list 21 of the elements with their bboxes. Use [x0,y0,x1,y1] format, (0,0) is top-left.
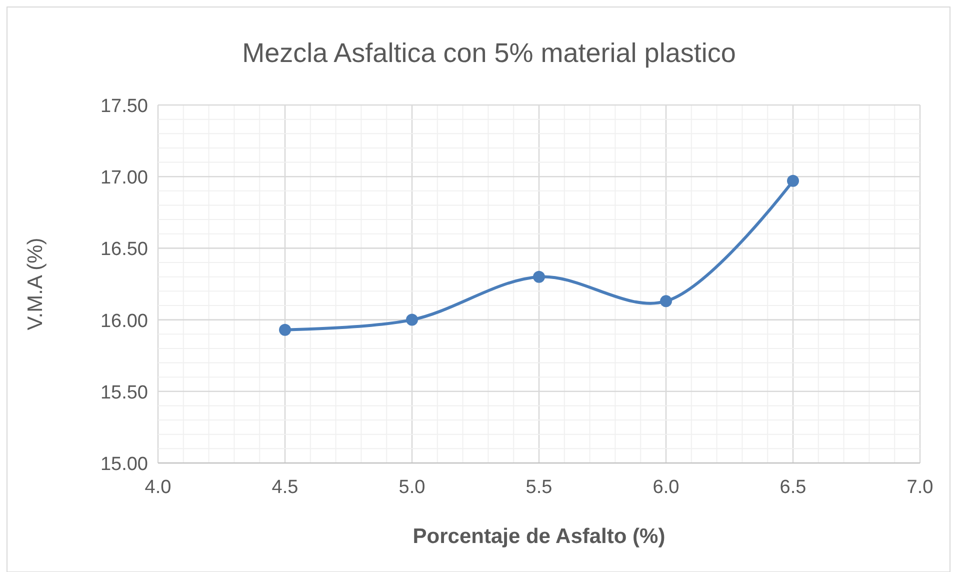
point [787,174,799,187]
y-tick-label: 17.00 [100,168,148,189]
x-tick-label: 7.0 [906,477,934,498]
x-tick-label: 6.5 [780,477,806,498]
y-axis-title: V.M.A (%) [24,238,47,330]
point [406,314,418,326]
y-tick-label: 15.50 [100,382,148,404]
point [533,270,545,283]
y-tick-label: 16.50 [100,239,148,260]
x-tick-label: 4.5 [272,477,298,498]
x-tick-label: 4.0 [144,477,172,498]
y-tick-label: 17.50 [100,96,148,117]
x-tick-label: 6.0 [652,477,680,498]
x-tick-label: 5.0 [398,477,426,498]
chart-title: Mezcla Asfaltica con 5% material plastico [242,38,736,68]
point [279,324,291,336]
x-axis-title: Porcentaje de Asfalto (%) [412,525,666,548]
y-tick-label: 16.00 [100,310,148,332]
y-tick-label: 15.00 [100,454,148,475]
x-tick-label: 5.5 [526,477,552,498]
point [660,295,672,308]
